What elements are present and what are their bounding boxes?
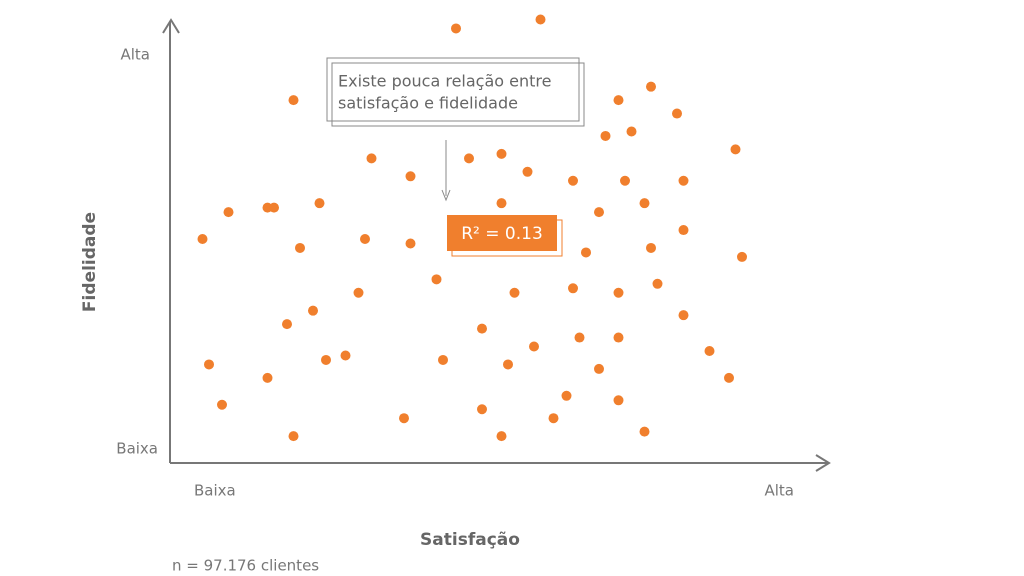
- annotation-box: [326, 57, 585, 202]
- point: [737, 251, 747, 262]
- point: [405, 238, 416, 249]
- point: [509, 287, 520, 298]
- point: [314, 198, 325, 209]
- point: [340, 350, 351, 361]
- point: [594, 207, 604, 218]
- point: [620, 175, 630, 186]
- point: [321, 354, 331, 365]
- point: [639, 198, 650, 209]
- point: [431, 274, 442, 285]
- point: [269, 202, 279, 213]
- y-arrow: [162, 18, 180, 34]
- point: [282, 319, 292, 330]
- point: [496, 431, 507, 442]
- point: [496, 198, 507, 209]
- y-end-label: Alta: [120, 46, 150, 64]
- box-frame: [326, 57, 580, 122]
- point: [594, 363, 604, 374]
- r2-box: [447, 215, 557, 251]
- footnote: n = 97.176 clientes: [172, 557, 319, 575]
- point: [223, 207, 234, 218]
- point: [503, 359, 513, 370]
- point: [522, 166, 533, 177]
- point: [678, 310, 689, 321]
- annotation: Existe pouca relação entre: [338, 72, 551, 91]
- point: [295, 242, 305, 253]
- point: [197, 234, 208, 244]
- x-arrow: [815, 454, 831, 472]
- point: [405, 171, 416, 182]
- point: [360, 234, 370, 244]
- point: [535, 14, 546, 25]
- point: [568, 175, 578, 186]
- point: [353, 287, 364, 298]
- point: [464, 153, 474, 164]
- y-end-label: Baixa: [116, 440, 158, 458]
- x-end-label: Alta: [764, 482, 794, 500]
- annotation: satisfação e fidelidade: [338, 94, 518, 113]
- x-end-label: Baixa: [194, 482, 236, 500]
- point: [724, 372, 734, 383]
- point: [678, 225, 689, 236]
- point: [613, 332, 624, 343]
- point: [613, 95, 624, 106]
- point: [639, 426, 650, 437]
- point: [438, 354, 448, 365]
- point: [548, 413, 559, 424]
- point: [399, 413, 409, 424]
- point: [477, 323, 487, 334]
- point: [581, 247, 591, 258]
- r2-label: R² = 0.13: [461, 224, 543, 244]
- point: [561, 390, 572, 401]
- point: [288, 431, 299, 442]
- point: [704, 346, 715, 356]
- point: [730, 144, 741, 155]
- point: [646, 242, 656, 253]
- point: [568, 283, 578, 294]
- point: [204, 359, 214, 370]
- y-axis-title: Fidelidade: [80, 212, 100, 312]
- box-frame: [331, 62, 585, 127]
- point: [496, 148, 507, 159]
- point: [529, 341, 539, 352]
- point: [366, 153, 377, 164]
- point: [652, 278, 663, 289]
- point: [613, 287, 624, 298]
- x-axis-title: Satisfação: [420, 530, 520, 550]
- point: [574, 332, 585, 343]
- point: [308, 305, 318, 316]
- point: [646, 81, 656, 92]
- point: [678, 175, 689, 186]
- arrow-head: [441, 189, 451, 202]
- point: [477, 404, 487, 415]
- point: [600, 130, 611, 141]
- point: [672, 108, 682, 119]
- axes: [162, 18, 831, 472]
- point: [262, 372, 273, 383]
- point: [217, 399, 227, 410]
- point: [451, 23, 461, 34]
- point: [288, 95, 299, 106]
- point: [626, 126, 637, 137]
- point: [613, 395, 624, 406]
